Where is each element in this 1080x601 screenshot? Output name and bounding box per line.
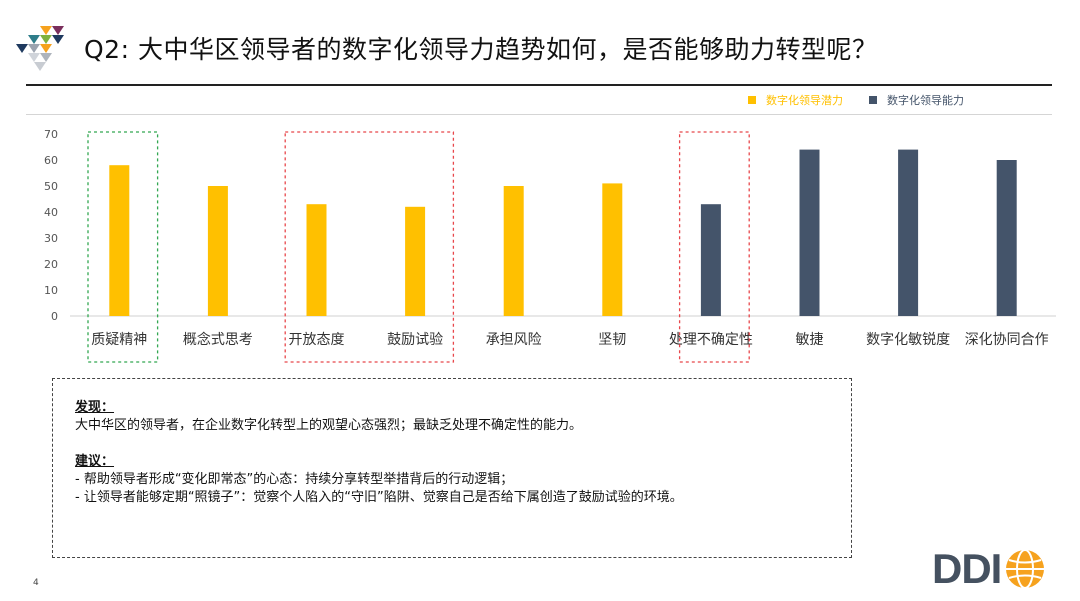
x-category-label: 开放态度 xyxy=(289,332,345,348)
bar-potential xyxy=(405,206,426,316)
x-category-label: 敏捷 xyxy=(796,332,824,348)
x-category-label: 数字化敏锐度 xyxy=(866,332,950,348)
bar-ability xyxy=(799,149,820,316)
highlight-box xyxy=(284,131,455,363)
y-tick-label: 10 xyxy=(44,284,58,297)
x-category-label: 概念式思考 xyxy=(183,331,253,348)
bar-potential xyxy=(503,186,524,316)
page-number: 4 xyxy=(33,578,39,588)
x-category-label: 深化协同合作 xyxy=(965,332,1049,348)
x-category-label: 坚韧 xyxy=(598,332,626,348)
bar-ability xyxy=(898,149,919,316)
y-tick-label: 50 xyxy=(44,180,58,193)
y-tick-label: 60 xyxy=(44,154,58,167)
chart-legend: 数字化领导潜力 数字化领导能力 xyxy=(748,92,990,108)
x-category-label: 承担风险 xyxy=(486,332,542,348)
y-tick-label: 70 xyxy=(44,128,58,141)
y-tick-label: 40 xyxy=(44,206,58,219)
y-tick-label: 30 xyxy=(44,232,58,245)
legend-divider xyxy=(26,114,1052,115)
recommendation-line: - 让领导者能够定期“照镜子”：觉察个人陷入的“守旧”陷阱、觉察自己是否给下属创… xyxy=(75,490,683,505)
triangle-mosaic-icon xyxy=(16,26,64,71)
findings-box: 发现： 大中华区的领导者，在企业数字化转型上的观望心态强烈；最缺乏处理不确定性的… xyxy=(52,378,852,558)
recommendations-heading: 建议： xyxy=(75,454,115,469)
slide-title: Q2: 大中华区领导者的数字化领导力趋势如何，是否能够助力转型呢？ xyxy=(84,35,878,64)
legend-item-ability: 数字化领导能力 xyxy=(869,92,964,108)
bar-potential xyxy=(602,183,623,316)
recommendation-line: - 帮助领导者形成“变化即常态”的心态：持续分享转型举措背后的行动逻辑； xyxy=(75,472,514,487)
legend-label-ability: 数字化领导能力 xyxy=(887,94,964,107)
bar-potential xyxy=(109,165,130,316)
bar-chart: 0 10 20 30 40 50 60 70 质疑精神 概念式思考 开放态度 鼓励试验 承担风险 坚韧 处理… xyxy=(44,128,1056,363)
globe-icon xyxy=(1006,549,1045,589)
legend-swatch-potential xyxy=(748,96,756,104)
findings-text: 大中华区的领导者，在企业数字化转型上的观望心态强烈；最缺乏处理不确定性的能力。 xyxy=(75,418,583,433)
bar-potential xyxy=(306,204,327,316)
ddi-logo-text: DDI xyxy=(932,545,1002,592)
y-tick-label: 0 xyxy=(51,310,58,323)
legend-label-potential: 数字化领导潜力 xyxy=(766,94,843,107)
legend-swatch-ability xyxy=(869,96,877,104)
title-divider xyxy=(26,84,1052,86)
legend-item-potential: 数字化领导潜力 xyxy=(748,92,843,108)
y-tick-label: 20 xyxy=(44,258,58,271)
bar-ability xyxy=(996,160,1017,316)
x-category-label: 处理不确定性 xyxy=(669,332,753,348)
x-category-label: 质疑精神 xyxy=(91,332,147,348)
bar-potential xyxy=(207,186,228,316)
x-category-label: 鼓励试验 xyxy=(387,332,443,348)
ddi-logo: DDI xyxy=(932,548,1046,590)
findings-heading: 发现： xyxy=(75,400,115,415)
bar-ability xyxy=(700,204,721,316)
